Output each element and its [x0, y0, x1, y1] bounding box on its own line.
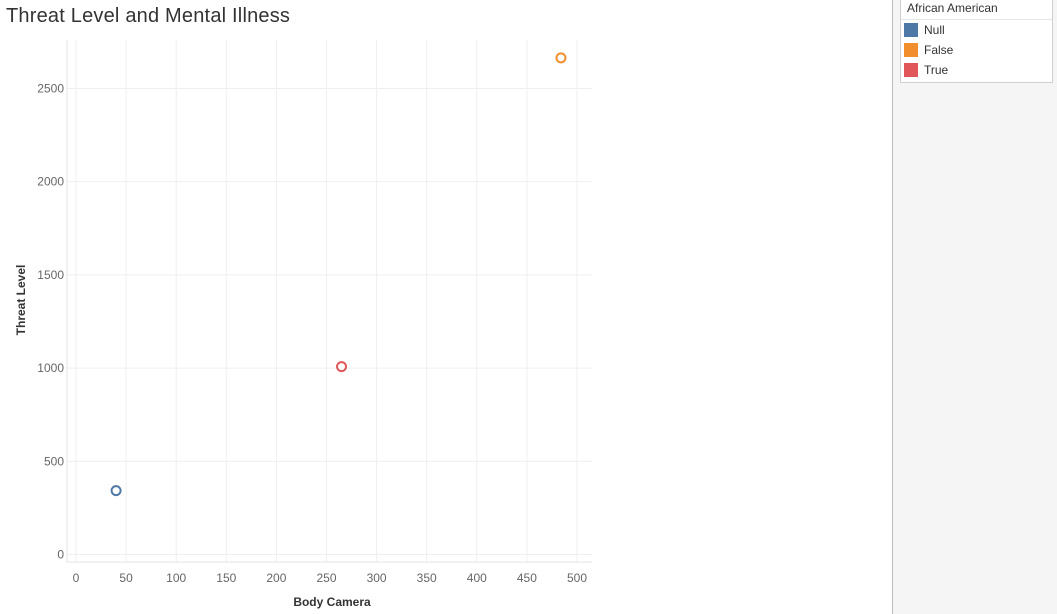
data-point-true[interactable] [336, 361, 348, 373]
data-point-null[interactable] [110, 485, 122, 497]
x-tick-label: 300 [367, 571, 387, 585]
legend-swatch [904, 63, 918, 77]
x-tick-label: 400 [467, 571, 487, 585]
legend-swatch [904, 43, 918, 57]
y-tick-label: 0 [57, 548, 64, 562]
legend-label: Null [924, 23, 945, 37]
legend-swatch [904, 23, 918, 37]
legend-label: True [924, 63, 949, 77]
x-tick-label: 250 [316, 571, 336, 585]
x-tick-label: 450 [517, 571, 537, 585]
x-tick-label: 500 [567, 571, 587, 585]
x-axis-title: Body Camera [293, 595, 371, 609]
y-tick-label: 1000 [37, 361, 64, 375]
scatter-chart: 0 500 1000 1500 2000 2500 0 50 100 150 200 250 300 35… [14, 40, 592, 609]
x-tick-label: 350 [417, 571, 437, 585]
y-tick-label: 2000 [37, 175, 64, 189]
legend-item-false[interactable]: False [901, 40, 1052, 60]
y-tick-label: 500 [44, 454, 64, 468]
data-point-false[interactable] [555, 52, 567, 64]
axis-layer: 0 500 1000 1500 2000 2500 0 50 100 150 200 250 300 35… [37, 40, 592, 585]
legend-label: False [924, 43, 954, 57]
x-tick-label: 200 [266, 571, 286, 585]
y-axis-title: Threat Level [14, 265, 28, 336]
mark-layer [110, 52, 567, 497]
legend-items: Null False True [901, 20, 1052, 80]
x-tick-label: 0 [73, 571, 80, 585]
chart-title: Threat Level and Mental Illness [6, 5, 291, 27]
legend-item-true[interactable]: True [901, 60, 1052, 80]
y-tick-label: 1500 [37, 268, 64, 282]
y-tick-label: 2500 [37, 81, 64, 95]
x-tick-label: 150 [216, 571, 236, 585]
x-tick-label: 50 [119, 571, 133, 585]
color-legend: African American Null False True [900, 0, 1053, 83]
side-panel: African American Null False True [892, 0, 1057, 614]
legend-item-null[interactable]: Null [901, 20, 1052, 40]
x-tick-label: 100 [166, 571, 186, 585]
grid-layer [67, 40, 592, 562]
legend-title: African American [901, 0, 1052, 20]
